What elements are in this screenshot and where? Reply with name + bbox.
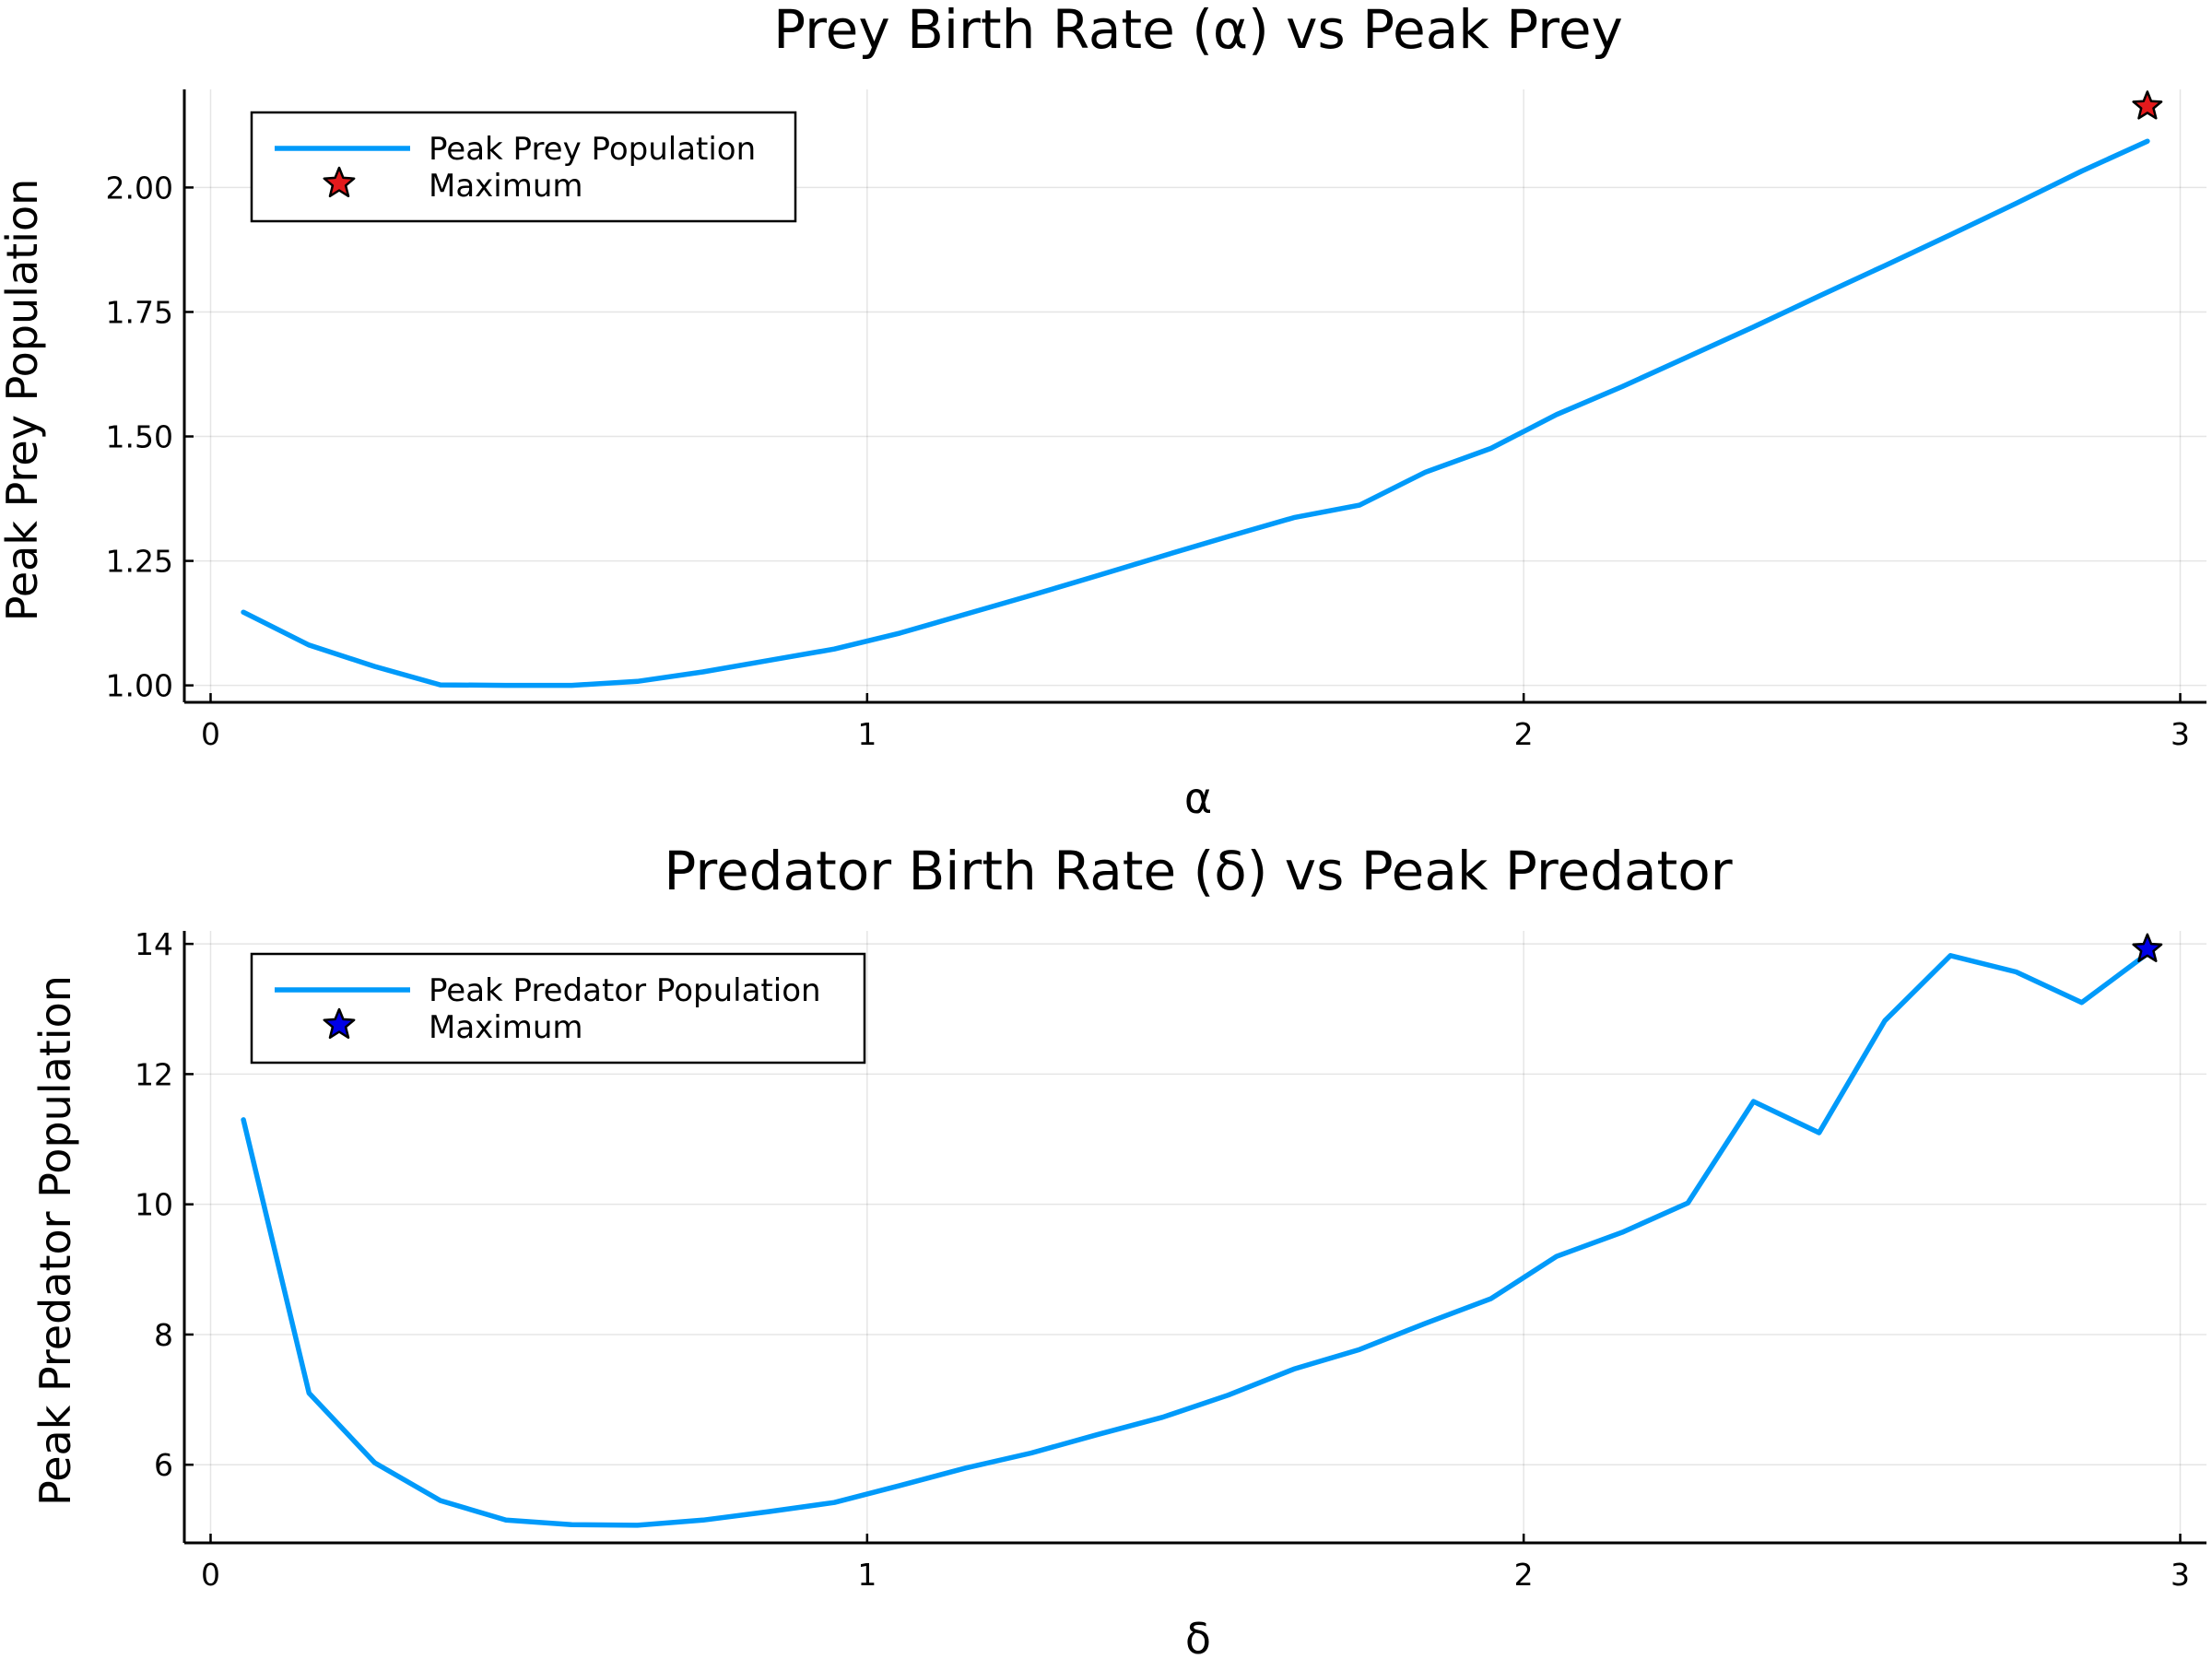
legend-box xyxy=(250,952,866,1065)
prey-chart-legend: Peak Prey Population Maximum xyxy=(250,111,797,223)
prey-chart-y-axis-label: Peak Prey Population xyxy=(0,179,47,622)
legend-star-shape xyxy=(323,166,356,198)
x-tick-label: 2 xyxy=(1514,1557,1534,1593)
y-tick-label: 1.75 xyxy=(106,294,173,330)
prey-chart-series xyxy=(241,138,2150,688)
y-tick-label: 1.00 xyxy=(106,668,173,704)
predator-chart-maximum-marker xyxy=(2132,933,2163,962)
y-tick-label: 1.25 xyxy=(106,544,173,580)
series-line xyxy=(241,138,2150,688)
legend-star-icon xyxy=(323,166,356,198)
maximum-star-icon xyxy=(2132,90,2163,120)
x-tick-label: 1 xyxy=(857,716,877,752)
prey-chart-ticks: 0 1 2 3 1.00 1.25 1.50 1.75 2.00 xyxy=(106,170,2190,752)
x-tick-label: 3 xyxy=(2171,1557,2190,1593)
predator-chart-y-axis-label: Peak Predator Population xyxy=(30,975,80,1506)
prey-chart-title: Prey Birth Rate (α) vs Peak Prey xyxy=(773,0,1623,61)
y-tick-label: 14 xyxy=(135,926,173,962)
legend-series-label: Peak Prey Population xyxy=(429,131,756,168)
x-tick-label: 0 xyxy=(201,1557,220,1593)
predator-chart-title: Predator Birth Rate (δ) vs Peak Predator xyxy=(664,840,1732,902)
legend-star-shape xyxy=(323,1007,356,1040)
predator-chart-x-axis-label: δ xyxy=(1185,1614,1211,1659)
prey-chart-x-axis-label: α xyxy=(1184,773,1212,823)
legend-series-label: Peak Predator Population xyxy=(429,972,821,1009)
y-tick-label: 6 xyxy=(154,1447,173,1483)
x-tick-label: 1 xyxy=(857,1557,877,1593)
prey-chart: Prey Birth Rate (α) vs Peak Prey 0 1 2 3 1.0… xyxy=(0,0,2206,823)
legend-box xyxy=(250,111,797,223)
prey-chart-maximum-marker xyxy=(2132,90,2163,120)
y-tick-label: 8 xyxy=(154,1317,173,1353)
maximum-star-icon xyxy=(2132,933,2163,962)
legend-marker-label: Maximum xyxy=(429,168,583,205)
legend-marker-label: Maximum xyxy=(429,1009,583,1046)
y-tick-label: 1.50 xyxy=(106,419,173,455)
predator-chart-legend: Peak Predator Population Maximum xyxy=(250,952,866,1065)
predator-chart-axes xyxy=(182,931,2206,1545)
predator-chart: Predator Birth Rate (δ) vs Peak Predator… xyxy=(30,840,2206,1659)
x-tick-label: 2 xyxy=(1514,716,1534,752)
legend-star-icon xyxy=(323,1007,356,1040)
prey-chart-axes xyxy=(182,89,2206,704)
x-tick-label: 3 xyxy=(2171,716,2190,752)
series-line xyxy=(241,950,2150,1528)
y-tick-label: 10 xyxy=(135,1187,173,1223)
y-tick-label: 2.00 xyxy=(106,170,173,206)
predator-chart-grid xyxy=(184,931,2206,1543)
y-tick-label: 12 xyxy=(135,1056,173,1092)
x-tick-label: 0 xyxy=(201,716,220,752)
predator-chart-series xyxy=(241,950,2150,1528)
